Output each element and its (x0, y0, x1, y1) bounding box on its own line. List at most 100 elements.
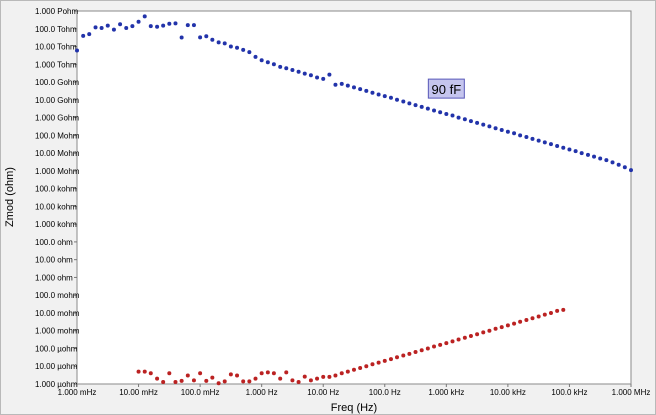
y-tick-label: 100.0 Mohm (35, 131, 80, 140)
data-point-lower-series (265, 370, 270, 375)
x-tick-label: 10.00 Hz (307, 388, 339, 397)
y-tick-label: 1.000 Mohm (35, 167, 80, 176)
y-tick-label: 10.00 Gohm (35, 96, 79, 105)
data-point-upper-series (573, 149, 578, 154)
data-point-lower-series (438, 342, 443, 347)
x-tick-label: 100.0 mHz (181, 388, 220, 397)
data-point-lower-series (302, 374, 307, 379)
data-point-lower-series (216, 381, 221, 386)
plot-area (76, 10, 632, 385)
data-point-upper-series (118, 22, 123, 27)
data-point-upper-series (364, 88, 369, 93)
data-point-upper-series (358, 87, 363, 92)
data-point-upper-series (579, 151, 584, 156)
data-point-upper-series (382, 94, 387, 99)
y-tick-label: 100.0 Gohm (35, 78, 79, 87)
data-point-lower-series (290, 378, 295, 383)
x-tick-label: 1.000 MHz (612, 388, 651, 397)
data-point-upper-series (327, 72, 332, 77)
data-point-lower-series (161, 379, 166, 384)
data-point-lower-series (179, 378, 184, 383)
data-point-lower-series (518, 319, 523, 324)
x-tick-label: 10.00 kHz (490, 388, 526, 397)
data-point-upper-series (530, 136, 535, 141)
data-point-upper-series (81, 33, 86, 38)
data-point-lower-series (493, 326, 498, 331)
y-tick-label: 1.000 mohm (35, 327, 80, 336)
data-point-upper-series (111, 27, 116, 32)
data-point-upper-series (468, 119, 473, 124)
data-point-upper-series (629, 168, 633, 173)
x-tick-label: 1.000 Hz (246, 388, 278, 397)
data-point-lower-series (210, 375, 215, 380)
data-point-upper-series (142, 14, 147, 19)
data-point-upper-series (284, 66, 289, 71)
data-point-upper-series (548, 142, 553, 147)
data-point-lower-series (321, 374, 326, 379)
data-point-lower-series (191, 378, 196, 383)
data-point-upper-series (345, 83, 350, 88)
data-point-lower-series (512, 321, 517, 326)
data-point-upper-series (518, 133, 523, 138)
data-point-lower-series (364, 364, 369, 369)
data-point-upper-series (598, 156, 603, 161)
data-point-lower-series (222, 379, 227, 384)
data-point-upper-series (388, 95, 393, 100)
data-point-lower-series (296, 379, 301, 384)
data-point-upper-series (432, 108, 437, 113)
data-point-upper-series (604, 158, 609, 163)
data-point-upper-series (290, 67, 295, 72)
data-point-lower-series (173, 379, 178, 384)
data-point-lower-series (327, 374, 332, 379)
y-tick-label: 100.0 µohm (35, 344, 78, 353)
data-point-lower-series (370, 362, 375, 367)
data-point-upper-series (622, 165, 627, 170)
data-point-lower-series (259, 371, 264, 376)
data-point-upper-series (210, 37, 215, 42)
data-point-lower-series (185, 373, 190, 378)
y-tick-label: 100.0 kohm (35, 185, 77, 194)
data-point-upper-series (487, 124, 492, 129)
data-point-lower-series (462, 335, 467, 340)
data-point-upper-series (450, 113, 455, 118)
data-point-upper-series (161, 23, 166, 28)
data-point-upper-series (493, 126, 498, 131)
data-point-upper-series (444, 111, 449, 116)
data-point-upper-series (155, 24, 160, 29)
data-point-upper-series (148, 24, 153, 29)
data-point-lower-series (247, 379, 252, 384)
data-point-lower-series (475, 332, 480, 337)
data-point-lower-series (345, 369, 350, 374)
data-point-upper-series (395, 97, 400, 102)
data-point-upper-series (308, 73, 313, 78)
data-point-upper-series (198, 35, 203, 40)
data-point-lower-series (148, 371, 153, 376)
data-point-upper-series (296, 69, 301, 74)
data-point-upper-series (75, 48, 79, 53)
annotations: 90 fF (427, 78, 465, 99)
y-axis: 1.000 Pohm 100.0 Tohm 10.00 Tohm 1.000 Tohm… (35, 7, 80, 389)
data-point-lower-series (499, 325, 504, 330)
data-point-lower-series (413, 350, 418, 355)
data-point-upper-series (438, 110, 443, 115)
data-point-upper-series (87, 32, 92, 37)
y-tick-label: 1.000 ohm (35, 273, 73, 282)
data-point-lower-series (204, 378, 209, 383)
data-point-lower-series (241, 379, 246, 384)
data-point-lower-series (358, 365, 363, 370)
x-tick-label: 1.000 kHz (428, 388, 464, 397)
data-point-upper-series (536, 138, 541, 143)
data-point-lower-series (530, 316, 535, 321)
data-point-lower-series (388, 357, 393, 362)
data-point-lower-series (407, 351, 412, 356)
data-point-upper-series (278, 64, 283, 69)
data-point-upper-series (567, 147, 572, 152)
data-point-lower-series (136, 369, 141, 374)
data-point-upper-series (401, 99, 406, 104)
data-point-lower-series (487, 328, 492, 333)
data-point-lower-series (481, 330, 486, 335)
data-point-lower-series (561, 307, 566, 312)
y-tick-label: 1.000 kohm (35, 220, 77, 229)
data-point-lower-series (155, 376, 160, 381)
